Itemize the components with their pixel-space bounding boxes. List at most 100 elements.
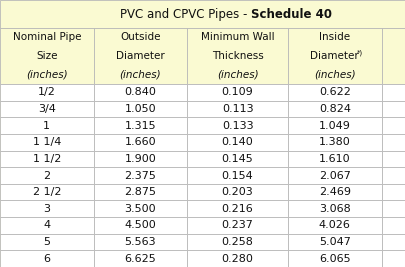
Text: 2: 2 bbox=[43, 171, 50, 180]
Bar bbox=[382, 217, 405, 234]
Bar bbox=[187, 134, 288, 151]
Bar bbox=[187, 117, 288, 134]
Bar bbox=[382, 28, 405, 84]
Bar bbox=[0, 217, 94, 234]
Text: 6.065: 6.065 bbox=[319, 254, 351, 264]
Bar bbox=[0, 117, 94, 134]
Bar bbox=[0, 201, 94, 217]
Text: *): *) bbox=[357, 50, 363, 56]
Text: (inches): (inches) bbox=[119, 70, 161, 80]
Bar bbox=[187, 84, 288, 101]
Bar bbox=[288, 184, 382, 201]
Text: PVC and CPVC Pipes -: PVC and CPVC Pipes - bbox=[120, 7, 251, 21]
Text: 3.068: 3.068 bbox=[319, 204, 351, 214]
Text: 0.840: 0.840 bbox=[124, 87, 156, 97]
Bar bbox=[187, 167, 288, 184]
Bar bbox=[288, 250, 382, 267]
Bar bbox=[187, 151, 288, 167]
Bar bbox=[0, 151, 94, 167]
Bar bbox=[94, 101, 187, 117]
Bar bbox=[94, 250, 187, 267]
Text: (inches): (inches) bbox=[217, 70, 258, 80]
Text: 0.203: 0.203 bbox=[222, 187, 254, 197]
Text: (inches): (inches) bbox=[26, 70, 68, 80]
Text: 2.469: 2.469 bbox=[319, 187, 351, 197]
Bar bbox=[382, 250, 405, 267]
Bar bbox=[94, 28, 187, 84]
Text: 0.113: 0.113 bbox=[222, 104, 254, 114]
Text: 1.050: 1.050 bbox=[124, 104, 156, 114]
Text: 2.875: 2.875 bbox=[124, 187, 156, 197]
Text: Schedule 40: Schedule 40 bbox=[251, 7, 332, 21]
Bar bbox=[382, 151, 405, 167]
Bar bbox=[382, 117, 405, 134]
Text: Outside: Outside bbox=[120, 32, 160, 42]
Text: Size: Size bbox=[36, 51, 58, 61]
Text: 0.622: 0.622 bbox=[319, 87, 351, 97]
Text: Diameter: Diameter bbox=[311, 51, 359, 61]
Text: 0.280: 0.280 bbox=[222, 254, 254, 264]
Text: 0.145: 0.145 bbox=[222, 154, 254, 164]
Text: 2.067: 2.067 bbox=[319, 171, 351, 180]
Bar bbox=[288, 101, 382, 117]
Text: 1.660: 1.660 bbox=[124, 137, 156, 147]
Text: 5: 5 bbox=[43, 237, 50, 247]
Text: 0.140: 0.140 bbox=[222, 137, 254, 147]
Bar bbox=[0, 234, 94, 250]
Text: 3: 3 bbox=[43, 204, 50, 214]
Bar bbox=[0, 0, 405, 28]
Text: 1.315: 1.315 bbox=[124, 121, 156, 131]
Bar bbox=[382, 167, 405, 184]
Text: Thickness: Thickness bbox=[212, 51, 264, 61]
Bar bbox=[94, 167, 187, 184]
Bar bbox=[288, 217, 382, 234]
Bar bbox=[94, 151, 187, 167]
Bar bbox=[0, 167, 94, 184]
Text: 0.154: 0.154 bbox=[222, 171, 254, 180]
Text: 2.375: 2.375 bbox=[124, 171, 156, 180]
Bar bbox=[94, 117, 187, 134]
Bar bbox=[0, 28, 94, 84]
Bar bbox=[288, 201, 382, 217]
Bar bbox=[288, 84, 382, 101]
Bar bbox=[382, 84, 405, 101]
Text: 0.216: 0.216 bbox=[222, 204, 254, 214]
Bar bbox=[0, 101, 94, 117]
Bar bbox=[94, 184, 187, 201]
Text: 1.610: 1.610 bbox=[319, 154, 351, 164]
Bar bbox=[187, 250, 288, 267]
Bar bbox=[94, 234, 187, 250]
Bar bbox=[94, 134, 187, 151]
Bar bbox=[382, 201, 405, 217]
Text: 0.109: 0.109 bbox=[222, 87, 254, 97]
Bar bbox=[0, 84, 94, 101]
Bar bbox=[187, 201, 288, 217]
Bar bbox=[288, 134, 382, 151]
Bar bbox=[94, 84, 187, 101]
Bar bbox=[94, 201, 187, 217]
Text: 1 1/2: 1 1/2 bbox=[32, 154, 61, 164]
Text: 2 1/2: 2 1/2 bbox=[32, 187, 61, 197]
Bar bbox=[288, 151, 382, 167]
Text: Nominal Pipe: Nominal Pipe bbox=[13, 32, 81, 42]
Text: 0.133: 0.133 bbox=[222, 121, 254, 131]
Text: 5.047: 5.047 bbox=[319, 237, 351, 247]
Text: (inches): (inches) bbox=[314, 70, 356, 80]
Text: 1 1/4: 1 1/4 bbox=[32, 137, 61, 147]
Bar bbox=[0, 250, 94, 267]
Bar bbox=[382, 184, 405, 201]
Text: 1.900: 1.900 bbox=[124, 154, 156, 164]
Bar bbox=[288, 234, 382, 250]
Text: 1.380: 1.380 bbox=[319, 137, 351, 147]
Text: 3.500: 3.500 bbox=[124, 204, 156, 214]
Bar bbox=[0, 134, 94, 151]
Bar bbox=[382, 101, 405, 117]
Bar bbox=[382, 234, 405, 250]
Text: 0.258: 0.258 bbox=[222, 237, 254, 247]
Text: 1/2: 1/2 bbox=[38, 87, 56, 97]
Bar bbox=[187, 101, 288, 117]
Text: 0.824: 0.824 bbox=[319, 104, 351, 114]
Text: 0.237: 0.237 bbox=[222, 221, 254, 230]
Bar bbox=[187, 28, 288, 84]
Bar bbox=[187, 234, 288, 250]
